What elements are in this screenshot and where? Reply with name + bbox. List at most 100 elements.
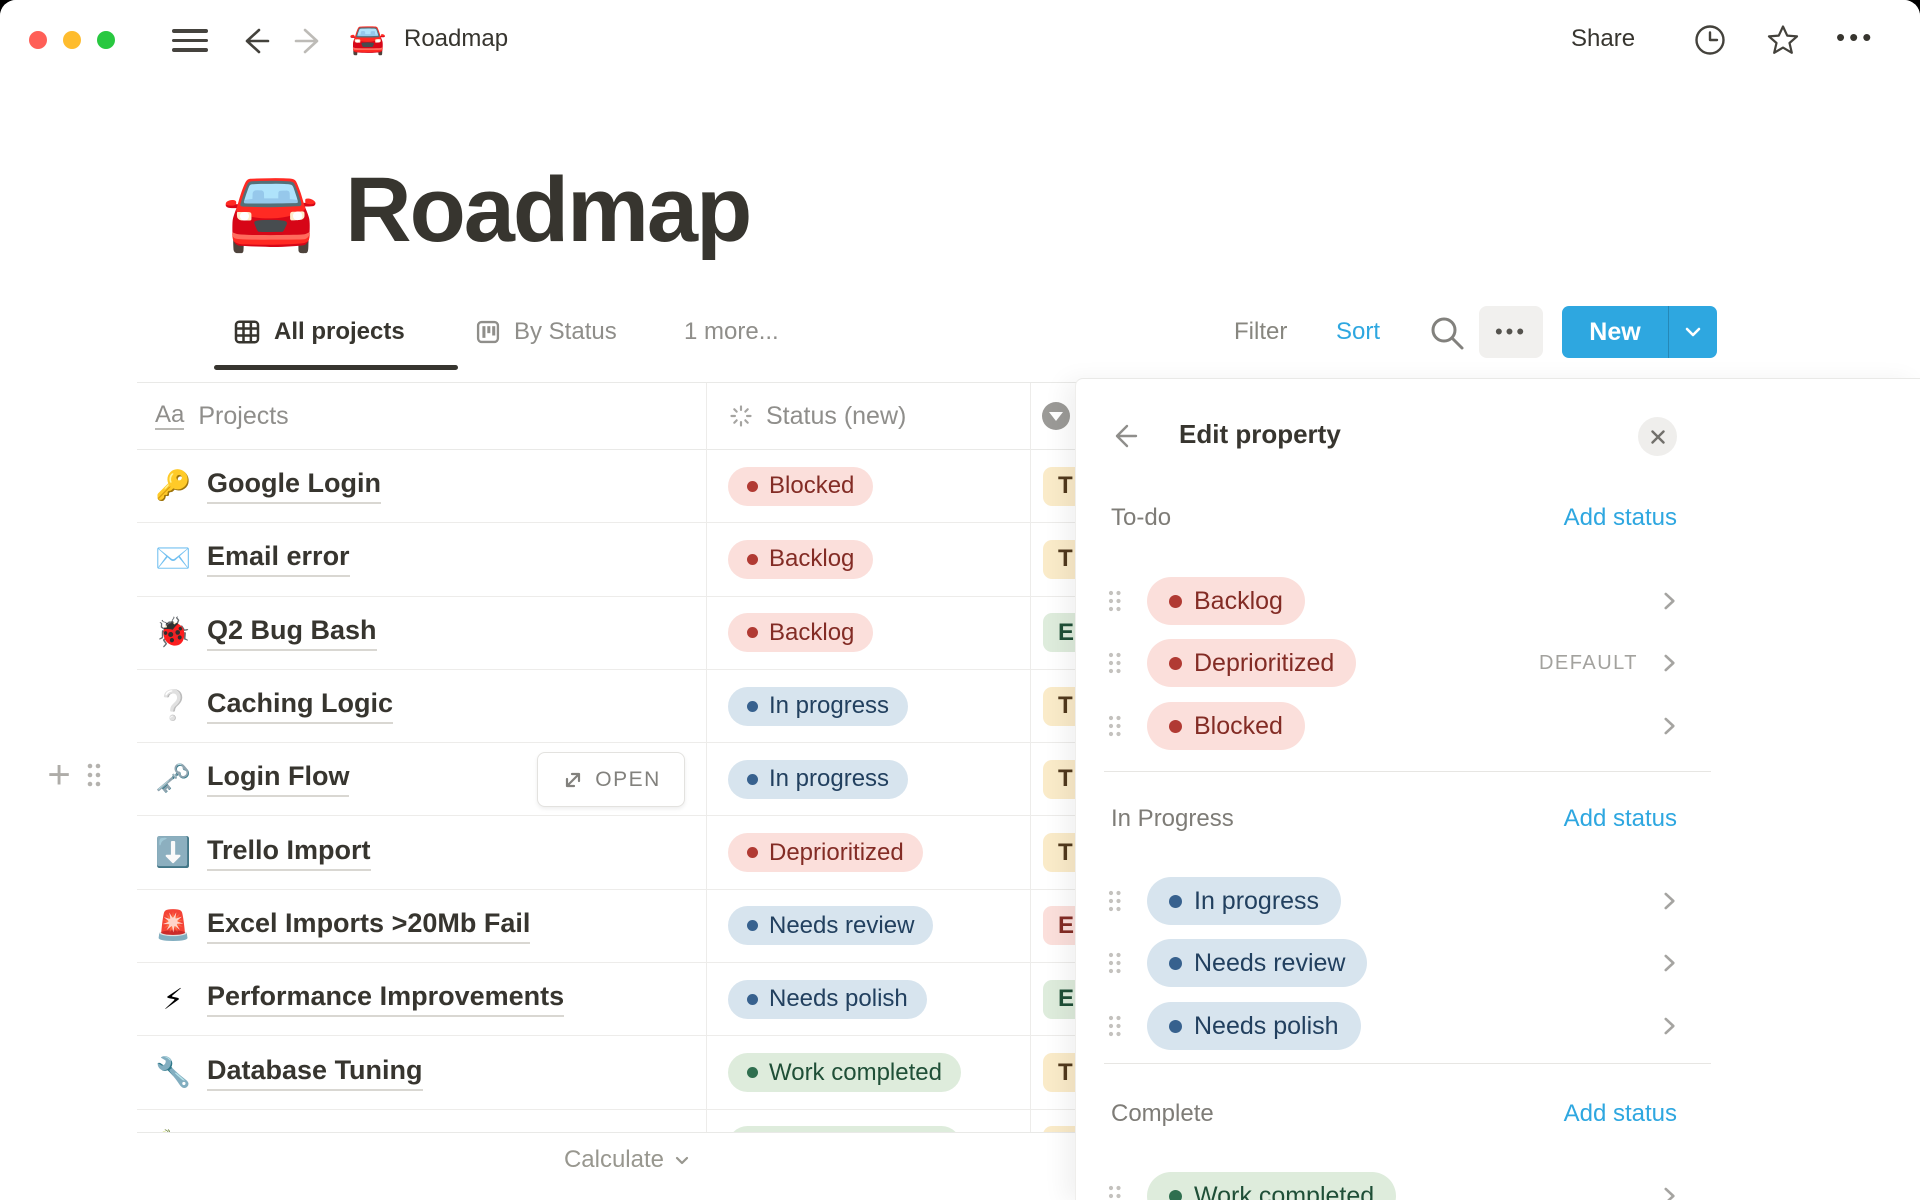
panel-close-icon[interactable] (1638, 417, 1677, 456)
chevron-right-icon[interactable] (1656, 888, 1682, 914)
status-property-icon (730, 405, 752, 427)
status-option-row[interactable]: In progress (1106, 870, 1682, 932)
tab-all-projects[interactable]: All projects (232, 306, 405, 358)
chevron-right-icon[interactable] (1656, 650, 1682, 676)
status-dot (1169, 956, 1182, 970)
column-divider[interactable] (1030, 383, 1031, 1132)
chevron-right-icon[interactable] (1656, 588, 1682, 614)
page-emoji[interactable]: 🚘 (222, 166, 320, 254)
add-status-button[interactable]: Add status (1563, 1100, 1677, 1127)
status-cell[interactable]: Backlog (706, 523, 1030, 595)
status-option-row[interactable]: Deprioritized DEFAULT (1106, 632, 1682, 694)
status-dot (1169, 719, 1182, 733)
forward-arrow-icon[interactable] (292, 24, 326, 58)
table-row: 🔧 Database Tuning Work completed T (137, 1036, 1920, 1110)
table-row: 🗝️ Login Flow OPEN In progress T (137, 743, 1920, 817)
project-name-link[interactable]: Excel Imports >20Mb Fail (207, 908, 531, 944)
project-name-link[interactable]: Caching Logic (207, 688, 394, 725)
drag-handle-icon[interactable] (1106, 949, 1124, 977)
status-cell[interactable]: Needs review (706, 890, 1030, 962)
status-cell[interactable]: Backlog (706, 597, 1030, 669)
chevron-right-icon[interactable] (1656, 1183, 1682, 1200)
project-name-link[interactable]: Google Login (207, 468, 381, 505)
tab-by-status[interactable]: By Status (474, 306, 617, 358)
chevron-down-icon (675, 1156, 689, 1165)
status-dot (1169, 656, 1182, 670)
column-divider[interactable] (706, 383, 707, 1132)
tag-cell[interactable]: T (1030, 1110, 1920, 1132)
status-dot (747, 773, 758, 785)
column-header-projects[interactable]: Aa Projects (155, 401, 289, 430)
sidebar-toggle-icon[interactable] (172, 29, 208, 52)
status-option-row[interactable]: Backlog (1106, 570, 1682, 632)
status-cell[interactable]: Work completed (706, 1110, 1030, 1132)
status-cell[interactable]: Needs polish (706, 963, 1030, 1035)
sort-button[interactable]: Sort (1336, 318, 1381, 345)
status-dot (747, 920, 758, 932)
status-dot (747, 1067, 758, 1079)
status-dot (747, 553, 758, 565)
traffic-minimize-button[interactable] (63, 31, 81, 49)
drag-handle-icon[interactable] (1106, 587, 1124, 615)
project-name-link[interactable]: Q2 Bug Bash (207, 615, 377, 651)
status-dot (747, 847, 758, 859)
column-header-status[interactable]: Status (new) (706, 383, 1030, 449)
calculate-button[interactable]: Calculate (400, 1146, 692, 1174)
drag-handle-icon[interactable] (84, 760, 104, 790)
add-row-button[interactable]: + (47, 752, 71, 797)
project-name-link[interactable]: Email error (207, 541, 350, 578)
add-status-button[interactable]: Add status (1563, 805, 1677, 832)
history-clock-icon[interactable] (1692, 22, 1728, 58)
drag-handle-icon[interactable] (1106, 1182, 1124, 1200)
more-views-button[interactable]: 1 more... (684, 318, 779, 345)
project-name-link[interactable]: Database Tuning (207, 1055, 423, 1091)
drag-handle-icon[interactable] (1106, 887, 1124, 915)
status-cell[interactable]: Blocked (706, 450, 1030, 522)
chevron-right-icon[interactable] (1656, 713, 1682, 739)
status-cell[interactable]: In progress (706, 743, 1030, 815)
favorite-star-icon[interactable] (1765, 22, 1801, 58)
new-dropdown-chevron-icon[interactable] (1669, 306, 1717, 358)
traffic-close-button[interactable] (29, 31, 47, 49)
project-name-link[interactable]: Performance Improvements (207, 981, 565, 1018)
drag-handle-icon[interactable] (1106, 1012, 1124, 1040)
back-arrow-icon[interactable] (238, 24, 272, 58)
chevron-right-icon[interactable] (1656, 950, 1682, 976)
table-row: 🐛 Debug Queries Work completed T (137, 1110, 1920, 1132)
page-title[interactable]: Roadmap (345, 158, 752, 261)
project-name-link[interactable]: Debug Queries (207, 1128, 399, 1132)
window-titlebar: 🚘 Roadmap Share ••• (0, 0, 1920, 80)
project-name-link[interactable]: Trello Import (207, 835, 371, 871)
project-emoji: 🚨 (155, 909, 192, 942)
filter-button[interactable]: Filter (1234, 318, 1288, 345)
view-options-icon[interactable]: ••• (1479, 306, 1543, 358)
chevron-right-icon[interactable] (1656, 1013, 1682, 1039)
panel-back-icon[interactable] (1109, 421, 1139, 451)
new-button-label[interactable]: New (1589, 317, 1641, 346)
new-button[interactable]: New (1562, 306, 1717, 358)
share-button[interactable]: Share (1571, 25, 1636, 52)
status-option-row[interactable]: Needs polish (1106, 995, 1682, 1057)
drag-handle-icon[interactable] (1106, 649, 1124, 677)
breadcrumb-page-title[interactable]: Roadmap (404, 25, 509, 52)
edit-property-panel: Edit property To-do Add status Backlog D… (1075, 378, 1920, 1200)
search-icon[interactable] (1426, 312, 1468, 354)
status-dot (747, 700, 758, 712)
column-header-select[interactable] (1030, 383, 1920, 449)
open-page-button[interactable]: OPEN (537, 752, 685, 808)
breadcrumb-page-emoji: 🚘 (349, 23, 387, 56)
status-option-row[interactable]: Work completed (1106, 1165, 1682, 1200)
status-cell[interactable]: Deprioritized (706, 816, 1030, 888)
status-option-row[interactable]: Blocked (1106, 695, 1682, 757)
window-more-icon[interactable]: ••• (1836, 22, 1876, 52)
status-cell[interactable]: In progress (706, 670, 1030, 742)
active-tab-underline (214, 365, 458, 370)
status-option-row[interactable]: Needs review (1106, 932, 1682, 994)
project-name-link[interactable]: Login Flow (207, 761, 350, 798)
add-status-button[interactable]: Add status (1563, 504, 1677, 531)
drag-handle-icon[interactable] (1106, 712, 1124, 740)
traffic-zoom-button[interactable] (97, 31, 115, 49)
project-emoji: 🔧 (155, 1056, 192, 1089)
status-cell[interactable]: Work completed (706, 1036, 1030, 1108)
project-emoji: ✉️ (155, 543, 192, 576)
